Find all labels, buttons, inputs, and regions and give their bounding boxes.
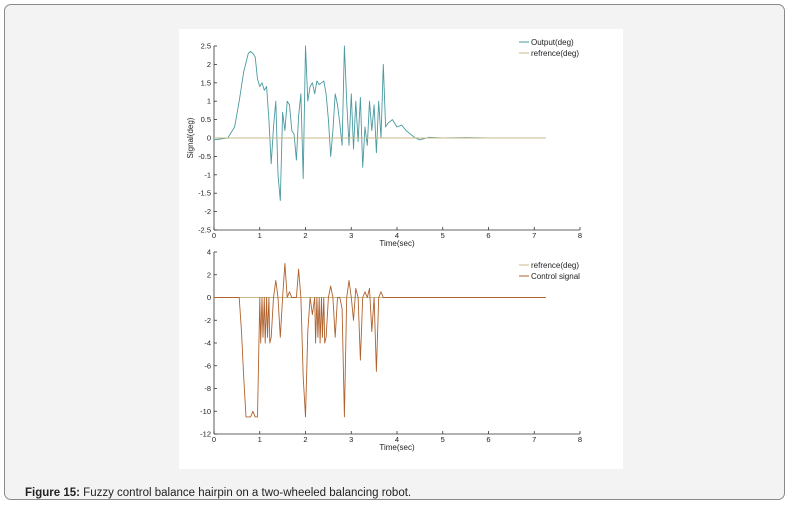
bottom-legend-label-1: Control signal xyxy=(531,272,580,281)
charts-svg: 0 1 2 3 4 5 6 7 8 2.5 2 1.5 1 0.5 0 -0.5 -1 -1.5 -2 -2.5 Tim… xyxy=(186,38,582,452)
top-ytick-label: 2.5 xyxy=(201,42,211,51)
top-ytick-label: 1.5 xyxy=(201,78,211,87)
top-xtick-label: 6 xyxy=(486,231,490,240)
top-legend-label-0: Output(deg) xyxy=(531,38,574,47)
bottom-xtick-label: 8 xyxy=(578,435,582,444)
bottom-ytick-label: -2 xyxy=(204,316,211,325)
top-xtick-label: 7 xyxy=(532,231,536,240)
figure-caption: Figure 15: Fuzzy control balance hairpin… xyxy=(25,487,411,499)
figure-frame: 0 1 2 3 4 5 6 7 8 2.5 2 1.5 1 0.5 0 -0.5 -1 -1.5 -2 -2.5 Tim… xyxy=(4,4,785,500)
caption-text: Fuzzy control balance hairpin on a two-w… xyxy=(79,487,412,499)
top-ytick-label: 0 xyxy=(207,134,211,143)
bottom-ytick-label: -4 xyxy=(204,339,211,348)
caption-label: Figure 15: xyxy=(25,487,80,499)
bottom-xtick-label: 3 xyxy=(349,435,353,444)
top-ytick-label: -2.5 xyxy=(198,226,211,235)
bottom-xtick-label: 1 xyxy=(258,435,262,444)
top-ytick-label: 1 xyxy=(207,97,211,106)
bottom-ytick-label: 4 xyxy=(207,248,211,257)
top-ytick-label: -0.5 xyxy=(198,152,211,161)
figure-area: 0 1 2 3 4 5 6 7 8 2.5 2 1.5 1 0.5 0 -0.5 -1 -1.5 -2 -2.5 Tim… xyxy=(179,29,623,469)
top-series-0 xyxy=(213,45,546,202)
bottom-xtick-label: 5 xyxy=(441,435,445,444)
top-xtick-label: 2 xyxy=(303,231,307,240)
bottom-x-axis-label: Time(sec) xyxy=(379,443,415,452)
bottom-ytick-label: -12 xyxy=(200,430,211,439)
top-ytick-label: -2 xyxy=(204,207,211,216)
bottom-xtick-label: 7 xyxy=(532,435,536,444)
bottom-ytick-label: 0 xyxy=(207,293,211,302)
bottom-ytick-label: -6 xyxy=(204,361,211,370)
top-xtick-label: 1 xyxy=(258,231,262,240)
bottom-ytick-label: -8 xyxy=(204,384,211,393)
bottom-xtick-label: 4 xyxy=(395,435,399,444)
top-xtick-label: 5 xyxy=(441,231,445,240)
top-legend-label-1: refrence(deg) xyxy=(531,49,579,58)
top-ytick-label: -1 xyxy=(204,170,211,179)
bottom-xtick-label: 0 xyxy=(212,435,216,444)
top-xtick-label: 4 xyxy=(395,231,399,240)
top-ytick-label: 0.5 xyxy=(201,115,211,124)
top-x-axis-label: Time(sec) xyxy=(379,239,415,248)
top-xtick-label: 0 xyxy=(212,231,216,240)
top-xtick-label: 8 xyxy=(578,231,582,240)
top-y-axis-label: Signal(deg) xyxy=(186,117,195,158)
top-ytick-label: 2 xyxy=(207,60,211,69)
bottom-legend-label-0: refrence(deg) xyxy=(531,261,579,270)
bottom-series-1 xyxy=(214,262,546,418)
bottom-ytick-label: -10 xyxy=(200,407,211,416)
bottom-xtick-label: 6 xyxy=(486,435,490,444)
bottom-ytick-label: 2 xyxy=(207,270,211,279)
top-ytick-label: -1.5 xyxy=(198,189,211,198)
bottom-xtick-label: 2 xyxy=(303,435,307,444)
top-xtick-label: 3 xyxy=(349,231,353,240)
